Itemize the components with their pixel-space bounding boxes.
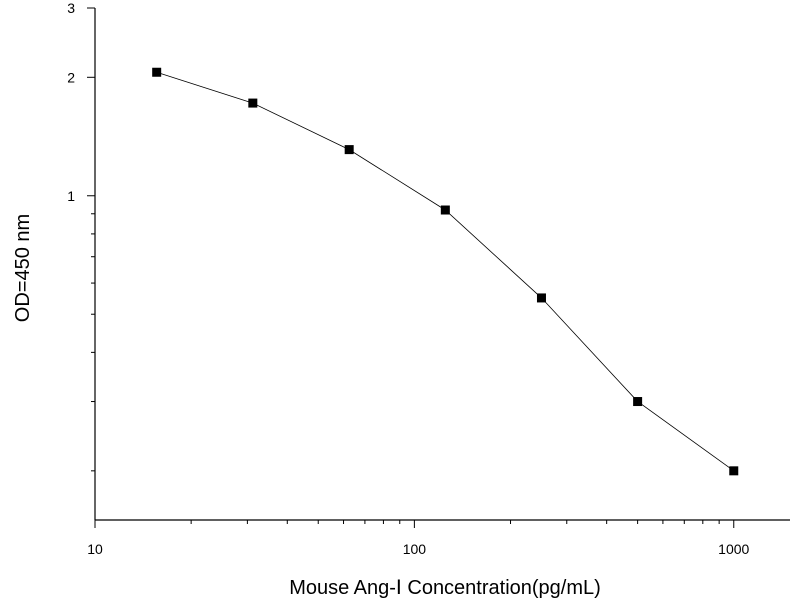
data-series [152,67,739,476]
x-tick-label: 100 [403,541,427,557]
data-point [536,293,546,303]
x-axis-title: Mouse Ang-Ⅰ Concentration(pg/mL) [289,577,601,599]
plot-frame [94,8,790,521]
series-line [156,71,735,472]
y-axis-title: OD=450 nm [12,214,34,322]
y-tick-label: 2 [67,69,75,85]
y-tick-label: 1 [67,188,75,204]
data-point [633,397,643,407]
y-axis-ticks: 1 2 3 [67,0,95,472]
x-tick-label: 10 [87,541,103,557]
data-point [248,98,258,108]
y-tick-label: 3 [67,0,75,16]
data-point [344,145,354,155]
x-axis-ticks: 10 100 1000 [87,520,750,557]
data-point [440,205,450,215]
x-tick-label: 1000 [718,541,749,557]
data-point [152,67,162,77]
data-point [729,466,739,476]
